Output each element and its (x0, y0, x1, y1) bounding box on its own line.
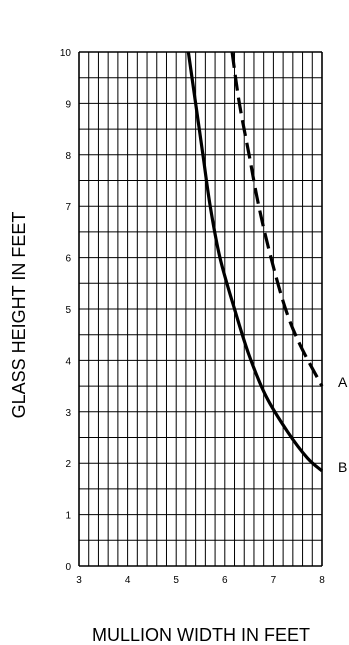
x-tick-label: 4 (125, 575, 131, 586)
series-line-a (230, 51, 324, 387)
x-tick-label: 5 (173, 575, 179, 586)
x-axis-title: MULLION WIDTH IN FEET (92, 625, 310, 645)
y-tick-label: 10 (60, 48, 72, 59)
y-tick-label: 0 (65, 562, 71, 573)
series-label-a: A (338, 374, 348, 390)
series-line-b (186, 51, 324, 473)
x-tick-label: 6 (222, 575, 228, 586)
y-tick-label: 3 (65, 408, 71, 419)
y-tick-label: 5 (65, 305, 71, 316)
grid (78, 51, 323, 567)
y-axis-title: GLASS HEIGHT IN FEET (9, 212, 29, 419)
y-tick-label: 8 (65, 151, 71, 162)
x-tick-label: 3 (76, 575, 82, 586)
x-tick-label: 8 (319, 575, 325, 586)
y-tick-label: 4 (65, 356, 71, 367)
y-tick-label: 2 (65, 459, 71, 470)
y-tick-label: 9 (65, 99, 71, 110)
curves (186, 51, 324, 473)
x-tick-label: 7 (271, 575, 277, 586)
series-labels: AB (338, 374, 348, 475)
y-tick-label: 1 (65, 511, 71, 522)
tick-labels: 3 4 5 6 7 8 0 1 2 3 4 5 6 7 8 9 10 (60, 48, 325, 586)
y-tick-label: 7 (65, 202, 71, 213)
y-tick-label: 6 (65, 254, 71, 265)
series-label-b: B (338, 459, 347, 475)
